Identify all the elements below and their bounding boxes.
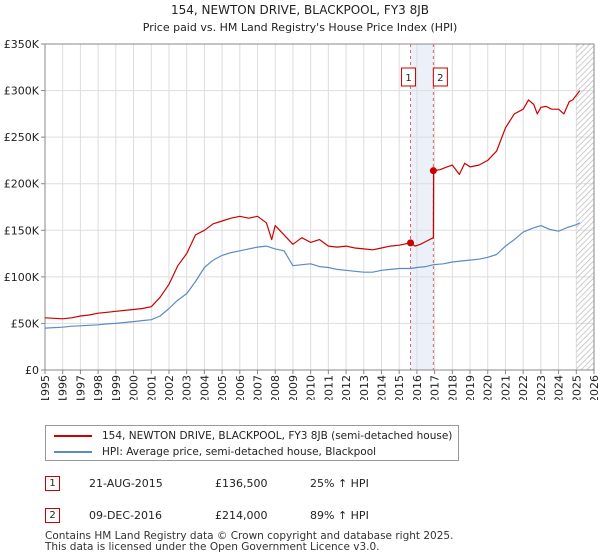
x-tick-label: 2009 [287,375,300,400]
x-tick-label: 2011 [322,375,335,400]
x-tick-label: 2022 [517,375,530,400]
table-row: 2 09-DEC-2016 £214,000 89% ↑ HPI [45,508,565,526]
x-tick-label: 1995 [39,375,52,400]
x-tick-label: 1996 [57,375,70,400]
x-tick-label: 2004 [198,375,211,400]
price-paid-line [44,90,581,320]
y-tick-label: £100K [4,271,40,284]
sale-point [407,239,415,247]
y-tick-label: £150K [4,224,40,237]
y-tick-label: £200K [4,178,40,191]
sale-marker-label: 2 [45,508,60,523]
x-tick-label: 2008 [269,375,282,400]
sale-marker-box [432,67,448,87]
x-tick-label: 2006 [234,375,247,400]
legend-label-price-paid: 154, NEWTON DRIVE, BLACKPOOL, FY3 8JB (s… [102,430,453,442]
x-tick-label: 2003 [181,375,194,400]
x-tick-label: 2019 [464,375,477,400]
x-tick-label: 2016 [411,375,424,400]
sale-price: £214,000 [215,509,268,522]
x-tick-label: 2013 [358,375,371,400]
sale-hpi-change: 25% ↑ HPI [310,477,369,490]
x-tick-label: 2007 [252,375,265,400]
sale-date: 21-AUG-2015 [89,477,163,490]
sale-price: £136,500 [215,477,268,490]
x-tick-label: 2023 [535,375,548,400]
footer-licence: This data is licensed under the Open Gov… [45,541,380,553]
sale-date: 09-DEC-2016 [89,509,163,522]
x-tick-label: 1998 [92,375,105,400]
sale-marker-label: 2 [437,73,443,84]
sale-marker-label: 1 [405,73,411,84]
x-tick-label: 2015 [393,375,406,400]
legend: 154, NEWTON DRIVE, BLACKPOOL, FY3 8JB (s… [45,425,459,461]
sale-hpi-change: 89% ↑ HPI [310,509,369,522]
x-tick-label: 1997 [74,375,87,400]
x-tick-label: 2024 [553,375,566,400]
legend-item-price-paid: 154, NEWTON DRIVE, BLACKPOOL, FY3 8JB (s… [54,428,452,444]
x-tick-label: 2005 [216,375,229,400]
forecast-hatch [576,44,594,370]
chart-title: 154, NEWTON DRIVE, BLACKPOOL, FY3 8JB [171,3,429,17]
legend-item-hpi: HPI: Average price, semi-detached house,… [54,444,376,460]
chart-svg: 154, NEWTON DRIVE, BLACKPOOL, FY3 8JB Pr… [4,3,600,403]
x-tick-label: 1999 [110,375,123,400]
legend-swatch-price-paid [54,435,92,437]
x-tick-label: 2026 [588,375,600,400]
y-tick-label: £350K [4,38,40,51]
plot-frame [44,43,595,371]
x-tick-label: 2012 [340,375,353,400]
legend-label-hpi: HPI: Average price, semi-detached house,… [102,446,377,458]
x-tick-label: 2001 [145,375,158,400]
x-tick-label: 2021 [499,375,512,400]
footer: Contains HM Land Registry data © Crown c… [45,531,453,553]
sale-marker-label: 1 [45,476,60,491]
sale-marker-box [401,67,417,87]
x-tick-label: 2017 [429,375,442,400]
sale-period-band [410,44,434,370]
table-row: 1 21-AUG-2015 £136,500 25% ↑ HPI [45,476,565,494]
legend-swatch-hpi [54,451,92,453]
x-tick-label: 2014 [375,375,388,400]
price-chart: 154, NEWTON DRIVE, BLACKPOOL, FY3 8JB Pr… [4,3,600,403]
y-tick-label: £0 [25,364,39,377]
chart-subtitle: Price paid vs. HM Land Registry's House … [143,21,458,34]
x-tick-label: 2020 [482,375,495,400]
y-tick-label: £300K [4,85,40,98]
x-tick-label: 2018 [446,375,459,400]
y-tick-label: £250K [4,131,40,144]
y-tick-label: £50K [11,317,40,330]
footer-copyright: Contains HM Land Registry data © Crown c… [45,530,454,542]
hpi-line [44,222,581,329]
sale-point [429,167,437,175]
x-tick-label: 2002 [163,375,176,400]
x-tick-label: 2000 [128,375,141,400]
x-tick-label: 2025 [570,375,583,400]
x-tick-label: 2010 [305,375,318,400]
